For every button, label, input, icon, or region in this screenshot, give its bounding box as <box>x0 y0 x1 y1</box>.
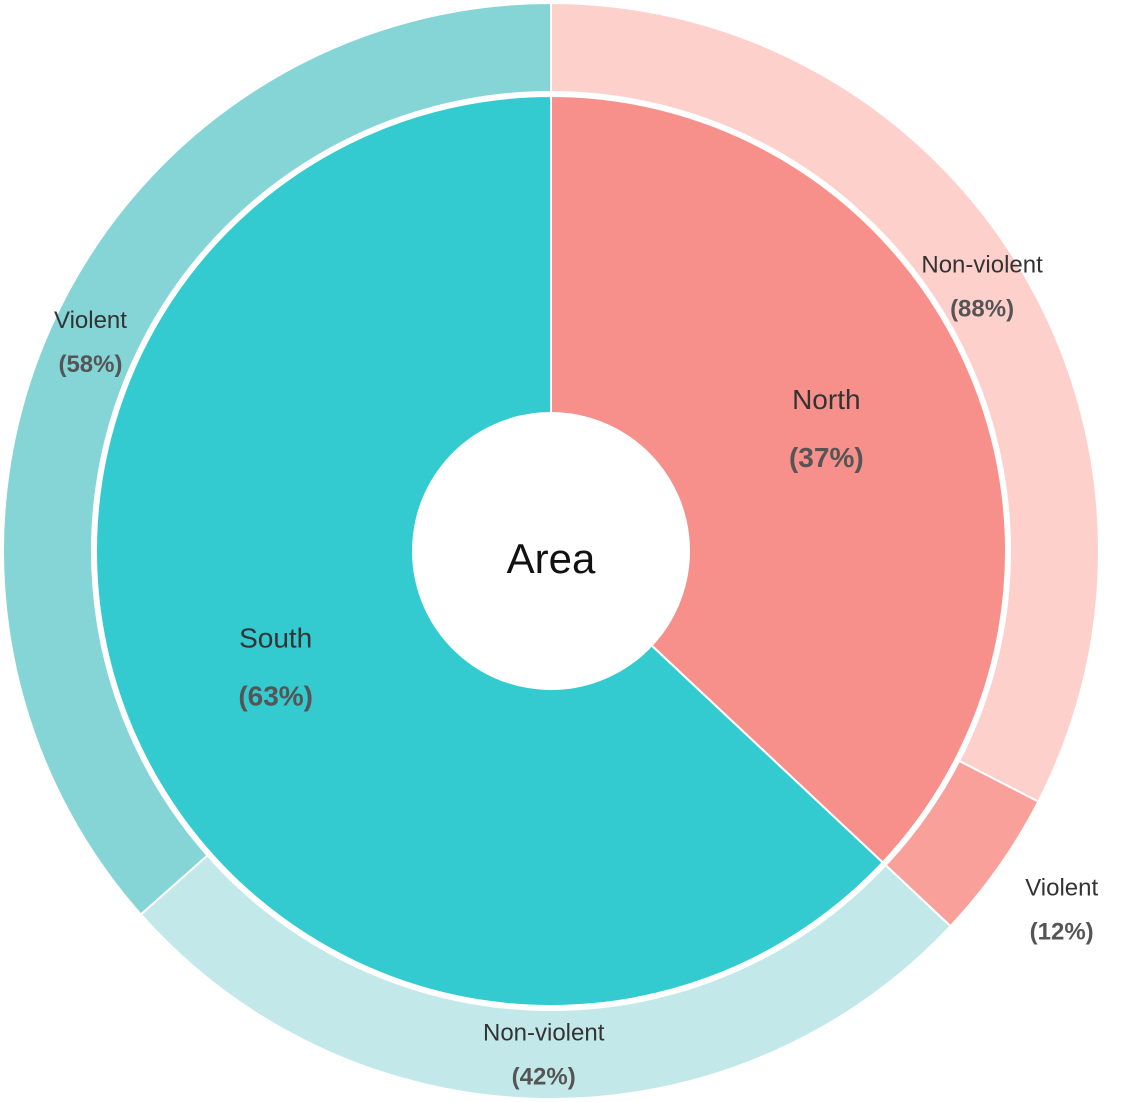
outer-segment <box>2 1 552 916</box>
segment-value: (63%) <box>238 681 313 712</box>
segment-value: (42%) <box>512 1063 576 1090</box>
rings <box>2 1 1100 1100</box>
segment-value: (37%) <box>789 442 864 473</box>
segment-label: Violent <box>54 307 127 334</box>
segment-value: (12%) <box>1030 919 1094 946</box>
labels: North (37%) Non-violent (88%) Violent (12%) So… <box>54 251 1098 1090</box>
segment-label: North <box>792 384 860 415</box>
center-hole <box>413 413 689 689</box>
segment-value: (58%) <box>58 351 122 378</box>
segment-value: (88%) <box>950 295 1014 322</box>
segment-label: Non-violent <box>921 251 1043 278</box>
segment-label: Non-violent <box>483 1019 605 1046</box>
segment-label: South <box>239 623 312 654</box>
center-label: Area <box>507 535 596 582</box>
outer-segment <box>550 1 1100 803</box>
segment-label: Violent <box>1025 875 1098 902</box>
